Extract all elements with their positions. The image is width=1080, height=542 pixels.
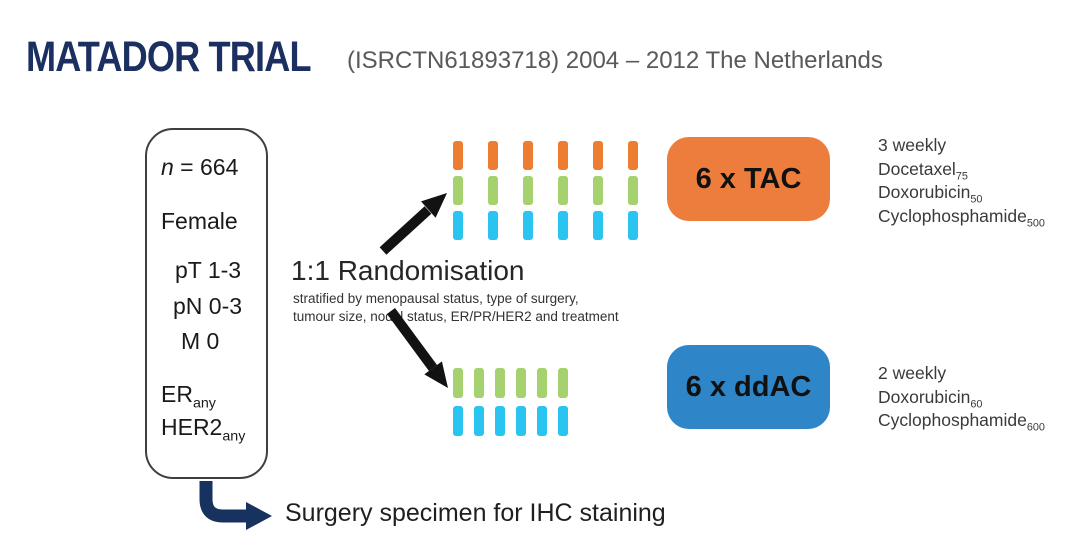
ddac-drug-2: Cyclophosphamide600 bbox=[878, 409, 1045, 433]
metastasis-criterion: M 0 bbox=[181, 328, 220, 354]
cycle-tick bbox=[593, 211, 603, 240]
randomisation-arrow-top bbox=[379, 193, 447, 255]
cycle-tick bbox=[488, 211, 498, 240]
arm-box-ddac: 6 x ddAC bbox=[667, 345, 830, 429]
her2-label: HER2 bbox=[161, 414, 223, 440]
cycle-tick bbox=[537, 406, 547, 436]
er-status-criterion: ERany bbox=[161, 381, 266, 411]
tac-drug-2-name: Doxorubicin bbox=[878, 182, 971, 202]
cycle-tick bbox=[474, 368, 484, 398]
cycle-tick bbox=[537, 368, 547, 398]
trial-registration-subtitle: (ISRCTN61893718) 2004 – 2012 The Netherl… bbox=[347, 47, 883, 74]
cycle-tick bbox=[558, 368, 568, 398]
sample-size: n = 664 bbox=[161, 154, 266, 181]
surgery-elbow-arrow bbox=[199, 481, 272, 530]
cycle-tick bbox=[523, 176, 533, 205]
ddac-drug-1-name: Doxorubicin bbox=[878, 386, 971, 407]
tac-drug-3-name: Cyclophosphamide bbox=[878, 205, 1027, 226]
tac-drug-3: Cyclophosphamide500 bbox=[878, 205, 1045, 229]
arm-detail-tac: 3 weekly Docetaxel75 Doxorubicin50 Cyclo… bbox=[878, 134, 1045, 228]
stratification-note-line1: stratified by menopausal status, type of… bbox=[293, 291, 579, 306]
cycle-tick bbox=[516, 406, 526, 436]
ddac-drug-2-dose: 600 bbox=[1026, 421, 1045, 434]
cycle-row bbox=[453, 368, 568, 398]
page-title: MATADOR TRIAL bbox=[26, 33, 312, 81]
cycle-tick bbox=[453, 406, 463, 436]
tac-schedule: 3 weekly bbox=[878, 135, 947, 155]
randomisation-title: 1:1 Randomisation bbox=[291, 255, 525, 286]
cycle-tick bbox=[453, 211, 463, 240]
tac-drug-2: Doxorubicin50 bbox=[878, 181, 1045, 205]
cycle-tick bbox=[558, 141, 568, 170]
cycle-grid-ddac bbox=[453, 368, 568, 436]
her2-subscript: any bbox=[222, 428, 246, 445]
stratification-note-line2: tumour size, nodal status, ER/PR/HER2 an… bbox=[293, 308, 619, 324]
cycle-row bbox=[453, 176, 638, 205]
sex-criterion: Female bbox=[161, 208, 238, 234]
arm-box-tac: 6 x TAC bbox=[667, 137, 830, 221]
cycle-tick bbox=[593, 141, 603, 170]
cycle-tick bbox=[488, 141, 498, 170]
cycle-row bbox=[453, 406, 568, 436]
surgery-specimen-label: Surgery specimen for IHC staining bbox=[285, 499, 666, 527]
cycle-tick bbox=[488, 176, 498, 205]
cycle-tick bbox=[558, 211, 568, 240]
cycle-tick bbox=[453, 176, 463, 205]
arm-detail-ddac: 2 weekly Doxorubicin60 Cyclophosphamide6… bbox=[878, 362, 1045, 433]
cycle-tick bbox=[523, 141, 533, 170]
ddac-schedule: 2 weekly bbox=[878, 363, 947, 383]
cycle-tick bbox=[516, 368, 526, 398]
her2-status-criterion: HER2any bbox=[161, 414, 266, 444]
ddac-drug-2-name: Cyclophosphamide bbox=[878, 410, 1027, 430]
cycle-tick bbox=[495, 368, 505, 398]
n-value: = 664 bbox=[173, 154, 239, 180]
cycle-tick bbox=[593, 176, 603, 205]
tumour-stage-criterion: pT 1-3 bbox=[175, 257, 242, 283]
tac-drug-1-name: Docetaxel bbox=[878, 158, 956, 179]
er-subscript: any bbox=[192, 395, 216, 412]
cycle-tick bbox=[453, 141, 463, 170]
cycle-tick bbox=[628, 176, 638, 205]
cycle-tick bbox=[558, 176, 568, 205]
stratification-note: stratified by menopausal status, type of… bbox=[293, 290, 619, 325]
cycle-row bbox=[453, 211, 638, 240]
nodal-stage-criterion: pN 0-3 bbox=[173, 293, 243, 319]
ddac-drug-1: Doxorubicin60 bbox=[878, 386, 1045, 410]
cycle-tick bbox=[523, 211, 533, 240]
cycle-row bbox=[453, 141, 638, 170]
ddac-drug-1-dose: 60 bbox=[970, 398, 983, 410]
cycle-grid-tac bbox=[453, 141, 638, 240]
cycle-tick bbox=[628, 141, 638, 170]
tac-drug-1-dose: 75 bbox=[955, 170, 968, 182]
cycle-tick bbox=[474, 406, 484, 436]
n-symbol: n bbox=[161, 154, 174, 180]
cycle-tick bbox=[558, 406, 568, 436]
tac-drug-3-dose: 500 bbox=[1026, 217, 1045, 229]
tac-drug-2-dose: 50 bbox=[970, 193, 983, 206]
cycle-tick bbox=[628, 211, 638, 240]
cycle-tick bbox=[453, 368, 463, 398]
eligibility-box: n = 664 Female pT 1-3 pN 0-3 M 0 ERany H… bbox=[145, 128, 268, 479]
tac-drug-1: Docetaxel75 bbox=[878, 158, 1045, 182]
cycle-tick bbox=[495, 406, 505, 436]
er-label: ER bbox=[161, 381, 193, 407]
